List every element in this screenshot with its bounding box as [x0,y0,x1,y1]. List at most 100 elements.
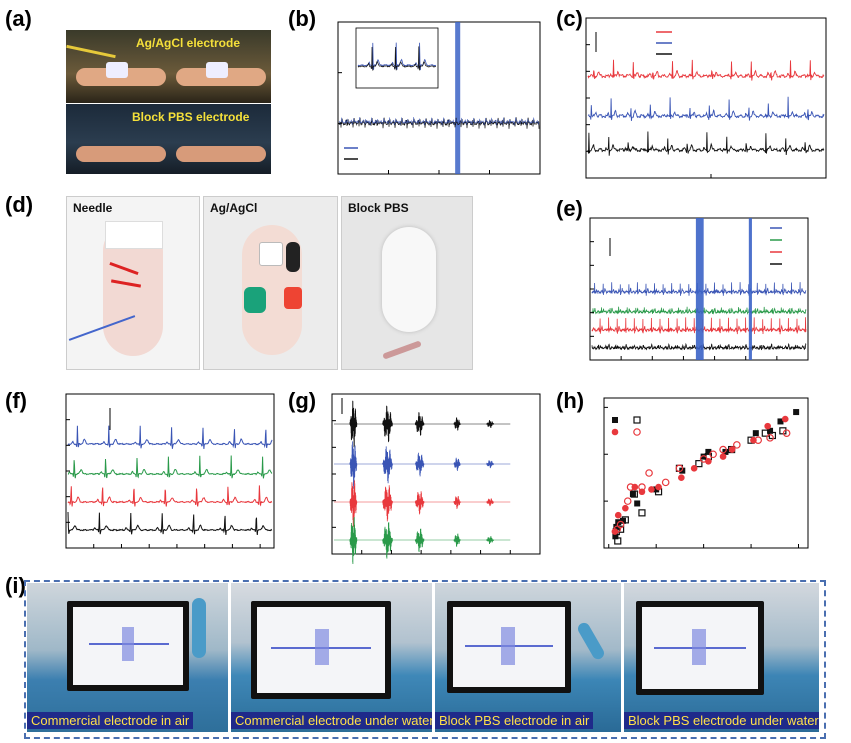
h-point-pbs-water [623,497,632,505]
h-point-pbs-water [719,445,727,454]
g-burst [382,446,393,484]
caption-commercial-air: Commercial electrode in air [27,712,194,729]
photo-needle-mouse: Needle [66,196,200,370]
photo-label-block-pbs-mouse: Block PBS [348,201,409,215]
h-point-pbs-water [675,464,684,473]
c-series-1 [587,96,825,121]
caption-block-pbs-water: Block PBS electrode under water [624,712,819,729]
panel-label-b: (b) [288,6,317,31]
g-burst [486,498,494,507]
photo-label-needle: Needle [73,201,113,215]
h-point-pbs-water [782,429,791,437]
g-burst [349,480,358,527]
h-point-agagcl-air [793,409,800,416]
h-point-agagcl-air [629,491,636,498]
chart-f [65,393,275,549]
h-point-pbs-water [766,434,774,442]
h-point-agagcl-air [619,517,626,524]
f-plot-frame [65,393,275,549]
h-point-pbs-air [764,422,771,430]
h-point-pbs-air [719,453,727,460]
h-point-pbs-water [661,478,670,487]
g-plot-frame [331,393,541,555]
g-burst [349,517,358,565]
g-burst [453,495,461,509]
h-point-pbs-air [690,465,698,472]
h-point-agagcl-air [752,430,759,437]
h-point-pbs-air [655,483,662,491]
h-point-pbs-water [626,483,635,491]
photo-label-agagcl: Ag/AgCl electrode [136,36,241,50]
h-point-pbs-water [616,520,625,529]
panel-label-g: (g) [288,388,317,413]
panel-label-f: (f) [5,388,27,413]
photo-label-agagcl-mouse: Ag/AgCl [210,201,258,215]
panel-label-a: (a) [5,6,32,31]
b-series-block-pbs [338,116,540,127]
chart-h [603,397,809,549]
c-plot-frame [585,17,827,179]
h-legend-marker [633,416,641,424]
photo-block-pbs-water: Block PBS electrode under water [624,583,819,732]
h-point-agagcl-air [767,427,774,434]
h-point-pbs-water [709,450,717,459]
h-point-agagcl-water [761,429,769,437]
h-point-agagcl-water [621,516,629,524]
panel-label-h: (h) [556,388,585,413]
f-series-1 [67,455,273,479]
g-burst [349,441,358,489]
photo-commercial-water: Commercial electrode under water [231,583,432,732]
g-burst [414,528,425,553]
f-series-3 [67,511,273,536]
c-series-2 [587,131,825,156]
h-plot-frame [603,397,809,549]
h-point-pbs-air [781,415,789,423]
f-series-2 [67,485,273,507]
h-legend-marker [633,428,641,436]
h-point-agagcl-air [653,486,660,493]
chart-g [331,393,541,565]
photo-strip-border [24,580,826,739]
photo-block-pbs-air: Block PBS electrode in air [435,583,621,732]
h-point-pbs-air [614,511,622,519]
h-point-agagcl-water [695,460,703,468]
g-burst [414,491,425,515]
h-point-agagcl-water [768,431,777,440]
photo-label-block-pbs: Block PBS electrode [132,110,250,124]
h-point-pbs-water [733,441,741,449]
photo-block-pbs-electrode: Block PBS electrode [66,104,271,174]
chart-c [585,17,827,179]
h-point-pbs-water [645,469,653,477]
f-series-0 [67,425,273,450]
h-point-agagcl-air [777,418,784,425]
h-point-agagcl-air [705,448,712,455]
h-point-pbs-air [728,446,736,453]
h-point-agagcl-air [613,523,620,530]
panel-label-c: (c) [556,6,583,31]
caption-commercial-water: Commercial electrode under water [231,712,432,729]
g-burst [382,522,393,559]
h-point-pbs-air [648,486,655,493]
h-point-agagcl-water [617,525,625,533]
h-legend-marker [611,428,619,436]
e-damage-band [695,218,704,360]
panel-label-d: (d) [5,192,34,217]
g-burst [414,452,425,477]
caption-block-pbs-air: Block PBS electrode in air [435,712,594,729]
h-point-agagcl-air [700,453,707,460]
h-point-agagcl-water [638,509,646,517]
b-damage-band [455,22,461,174]
e-damage-band [748,218,752,360]
h-point-pbs-water [638,483,646,491]
h-point-pbs-water [754,436,762,444]
h-point-agagcl-air [612,533,619,540]
photo-commercial-air: Commercial electrode in air [27,583,228,732]
b-inset-frame [355,27,439,89]
g-burst [453,533,461,547]
h-point-agagcl-water [779,427,787,435]
b-inset-trace-black [357,46,436,71]
photo-agagcl-electrode: Ag/AgCl electrode [66,30,271,103]
h-point-pbs-air [678,474,685,481]
h-legend-marker [612,417,618,423]
h-point-agagcl-air [634,500,641,507]
